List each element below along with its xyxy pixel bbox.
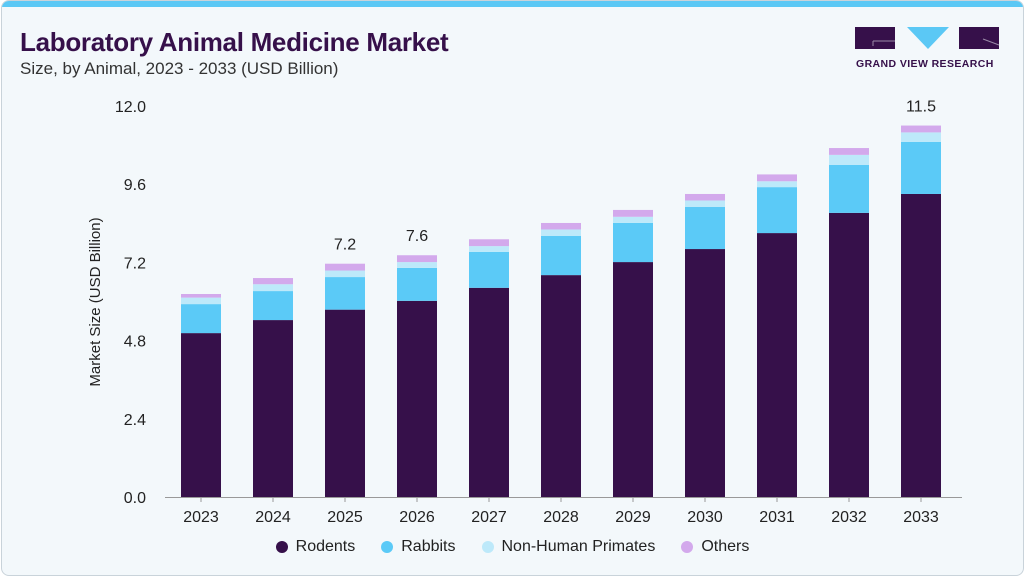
- accent-bar: [2, 1, 1023, 7]
- bar-others-2033: [901, 125, 941, 133]
- bar-others-2024: [253, 278, 293, 285]
- x-tick-label: 2026: [399, 509, 435, 526]
- annotations: 7.2 7.6 11.5: [334, 99, 936, 254]
- y-axis-label: Market Size (USD Billion): [87, 217, 104, 386]
- logo-text: GRAND VIEW RESEARCH: [856, 58, 994, 70]
- bar-rodents-2026: [397, 300, 437, 497]
- bar-others-2026: [397, 255, 437, 263]
- legend-item-rodents: Rodents: [275, 538, 356, 556]
- bar-rodents-2033: [901, 193, 941, 497]
- bar-rabbits-2032: [829, 164, 869, 213]
- bar-rabbits-2026: [397, 267, 437, 301]
- bar-rodents-2024: [253, 320, 293, 497]
- bar-rodents-2027: [469, 287, 509, 497]
- bar-rabbits-2028: [541, 236, 581, 276]
- bar-others-2032: [829, 148, 869, 155]
- x-tick-label: 2030: [687, 509, 723, 526]
- y-tick-label: 12.0: [115, 99, 146, 116]
- bar-non-human-primates-2033: [901, 132, 941, 142]
- y-tick-label: 4.8: [124, 334, 146, 351]
- y-tick-label: 0.0: [124, 490, 146, 507]
- legend-label: Rodents: [295, 538, 356, 555]
- legend-label: Rabbits: [401, 538, 456, 555]
- bars: [181, 125, 941, 497]
- y-tick-label: 7.2: [124, 255, 146, 272]
- legend-dot-icon: [681, 541, 694, 553]
- bar-non-human-primates-2032: [829, 154, 869, 165]
- bar-non-human-primates-2025: [325, 270, 365, 278]
- bar-rabbits-2025: [325, 277, 365, 310]
- bar-non-human-primates-2031: [757, 181, 797, 188]
- bar-others-2029: [613, 209, 653, 217]
- bar-others-2023: [181, 294, 221, 298]
- bar-non-human-primates-2023: [181, 297, 221, 305]
- total-label-2026: 7.6: [406, 228, 428, 245]
- bar-rabbits-2033: [901, 141, 941, 194]
- x-tick-label: 2031: [759, 509, 795, 526]
- x-tick-label: 2023: [183, 509, 219, 526]
- legend-label: Others: [701, 538, 750, 555]
- legend-dot-icon: [381, 541, 394, 553]
- x-tick-label: 2028: [543, 509, 579, 526]
- y-tick-label: 2.4: [124, 412, 146, 429]
- bar-non-human-primates-2026: [397, 262, 437, 268]
- legend: Rodents Rabbits Non-Human Primates Others: [0, 538, 1025, 556]
- bar-non-human-primates-2029: [613, 216, 653, 223]
- bar-others-2028: [541, 222, 581, 230]
- legend-item-others: Others: [681, 538, 749, 556]
- bar-non-human-primates-2028: [541, 229, 581, 237]
- x-axis: 2023 2024 2025 2026 2027 2028 2029 2030 2031 2032…: [165, 497, 962, 526]
- x-tick-label: 2027: [471, 509, 507, 526]
- legend-dot-icon: [275, 541, 288, 553]
- bar-rabbits-2031: [757, 187, 797, 234]
- legend-dot-icon: [481, 541, 494, 553]
- legend-item-rabbits: Rabbits: [381, 538, 456, 556]
- y-tick-label: 9.6: [124, 177, 146, 194]
- legend-label: Non-Human Primates: [501, 538, 656, 555]
- bar-others-2025: [325, 263, 365, 271]
- total-label-2033: 11.5: [906, 99, 936, 116]
- bar-rodents-2032: [829, 212, 869, 497]
- bar-others-2027: [469, 239, 509, 247]
- grand-view-research-logo: [855, 27, 1000, 49]
- x-tick-label: 2032: [831, 509, 867, 526]
- bar-rodents-2031: [757, 233, 797, 497]
- bar-rodents-2030: [685, 249, 725, 497]
- total-label-2025: 7.2: [334, 237, 356, 254]
- bar-rodents-2023: [181, 333, 221, 497]
- chart-subtitle: Size, by Animal, 2023 - 2033 (USD Billio…: [20, 59, 339, 78]
- x-tick-label: 2033: [903, 509, 939, 526]
- legend-item-non-human-primates: Non-Human Primates: [481, 538, 656, 556]
- bar-rabbits-2027: [469, 251, 509, 288]
- chart-title: Laboratory Animal Medicine Market: [20, 27, 449, 57]
- bar-rodents-2028: [541, 275, 581, 497]
- x-tick-label: 2024: [255, 509, 291, 526]
- bar-rodents-2025: [325, 309, 365, 497]
- bar-rabbits-2029: [613, 222, 653, 263]
- bar-non-human-primates-2027: [469, 246, 509, 252]
- bar-rabbits-2023: [181, 304, 221, 334]
- x-tick-label: 2025: [327, 509, 363, 526]
- y-axis: 0.0 2.4 4.8 7.2 9.6 12.0: [115, 99, 146, 507]
- bar-others-2030: [685, 193, 725, 201]
- bar-rabbits-2024: [253, 291, 293, 321]
- bar-rabbits-2030: [685, 207, 725, 250]
- bar-others-2031: [757, 174, 797, 182]
- bar-rodents-2029: [613, 262, 653, 497]
- x-tick-label: 2029: [615, 509, 651, 526]
- bar-non-human-primates-2030: [685, 200, 725, 208]
- bar-non-human-primates-2024: [253, 284, 293, 292]
